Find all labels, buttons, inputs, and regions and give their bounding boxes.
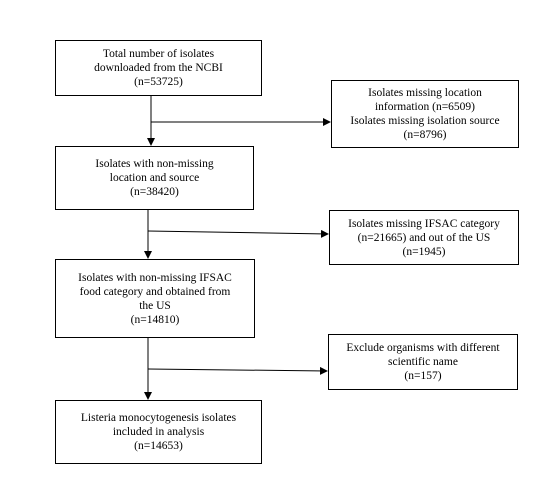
- step-final-analysis-line-2: included in analysis: [112, 426, 205, 438]
- exclusion-missing-ifsac-box: Isolates missing IFSAC category (n=21665…: [329, 210, 519, 265]
- step-non-missing-location-line-1: Isolates with non-missing: [95, 158, 214, 170]
- exclusion-missing-source-line-1: Isolates missing isolation source: [350, 115, 500, 127]
- exclusion-different-name-line-2: scientific name: [388, 356, 458, 368]
- exclusion-different-name-count: (n=157): [404, 370, 442, 382]
- exclusion-missing-location-line-1: Isolates missing location: [368, 87, 482, 99]
- step-ifsac-us-box: Isolates with non-missing IFSAC food cat…: [55, 259, 255, 338]
- exclusion-different-name-line-1: Exclude organisms with different: [346, 342, 500, 354]
- step-final-analysis-count: (n=14653): [134, 440, 183, 452]
- step-non-missing-location-box: Isolates with non-missing location and s…: [55, 146, 254, 210]
- step-total-isolates-line-1: Total number of isolates: [102, 48, 215, 60]
- step-non-missing-location-line-2: location and source: [109, 172, 200, 184]
- step-final-analysis-line-1: Listeria monocytogenesis isolates: [80, 412, 237, 424]
- exclusion-different-name-box: Exclude organisms with different scienti…: [328, 334, 518, 390]
- exclusion-missing-location-line-2: information (n=6509): [374, 101, 476, 113]
- exclusion-missing-ifsac-count: (n=1945): [402, 245, 446, 258]
- step-ifsac-us-line-2: food category and obtained from: [79, 285, 231, 298]
- exclusion-missing-source-count: (n=8796): [403, 129, 447, 141]
- step-total-isolates-line-2: downloaded from the NCBI: [94, 62, 223, 74]
- arrow-to-exclusion-2: [147, 229, 329, 238]
- step-ifsac-us-line-3: the US: [139, 299, 171, 312]
- exclusion-missing-location-box: Isolates missing location information (n…: [331, 80, 519, 148]
- step-ifsac-us-count: (n=14810): [130, 313, 180, 326]
- arrow-to-exclusion-3: [147, 366, 328, 375]
- step-non-missing-location-count: (n=38420): [130, 186, 179, 198]
- step-ifsac-us-line-1: Isolates with non-missing IFSAC: [78, 271, 232, 284]
- exclusion-missing-ifsac-line-2: (n=21665) and out of the US: [357, 231, 491, 244]
- step-total-isolates-box: Total number of isolates downloaded from…: [55, 40, 262, 96]
- exclusion-missing-ifsac-line-1: Isolates missing IFSAC category: [348, 217, 500, 230]
- step-final-analysis-box: Listeria monocytogenesis isolates includ…: [55, 400, 262, 464]
- step-total-isolates-count: (n=53725): [134, 76, 183, 88]
